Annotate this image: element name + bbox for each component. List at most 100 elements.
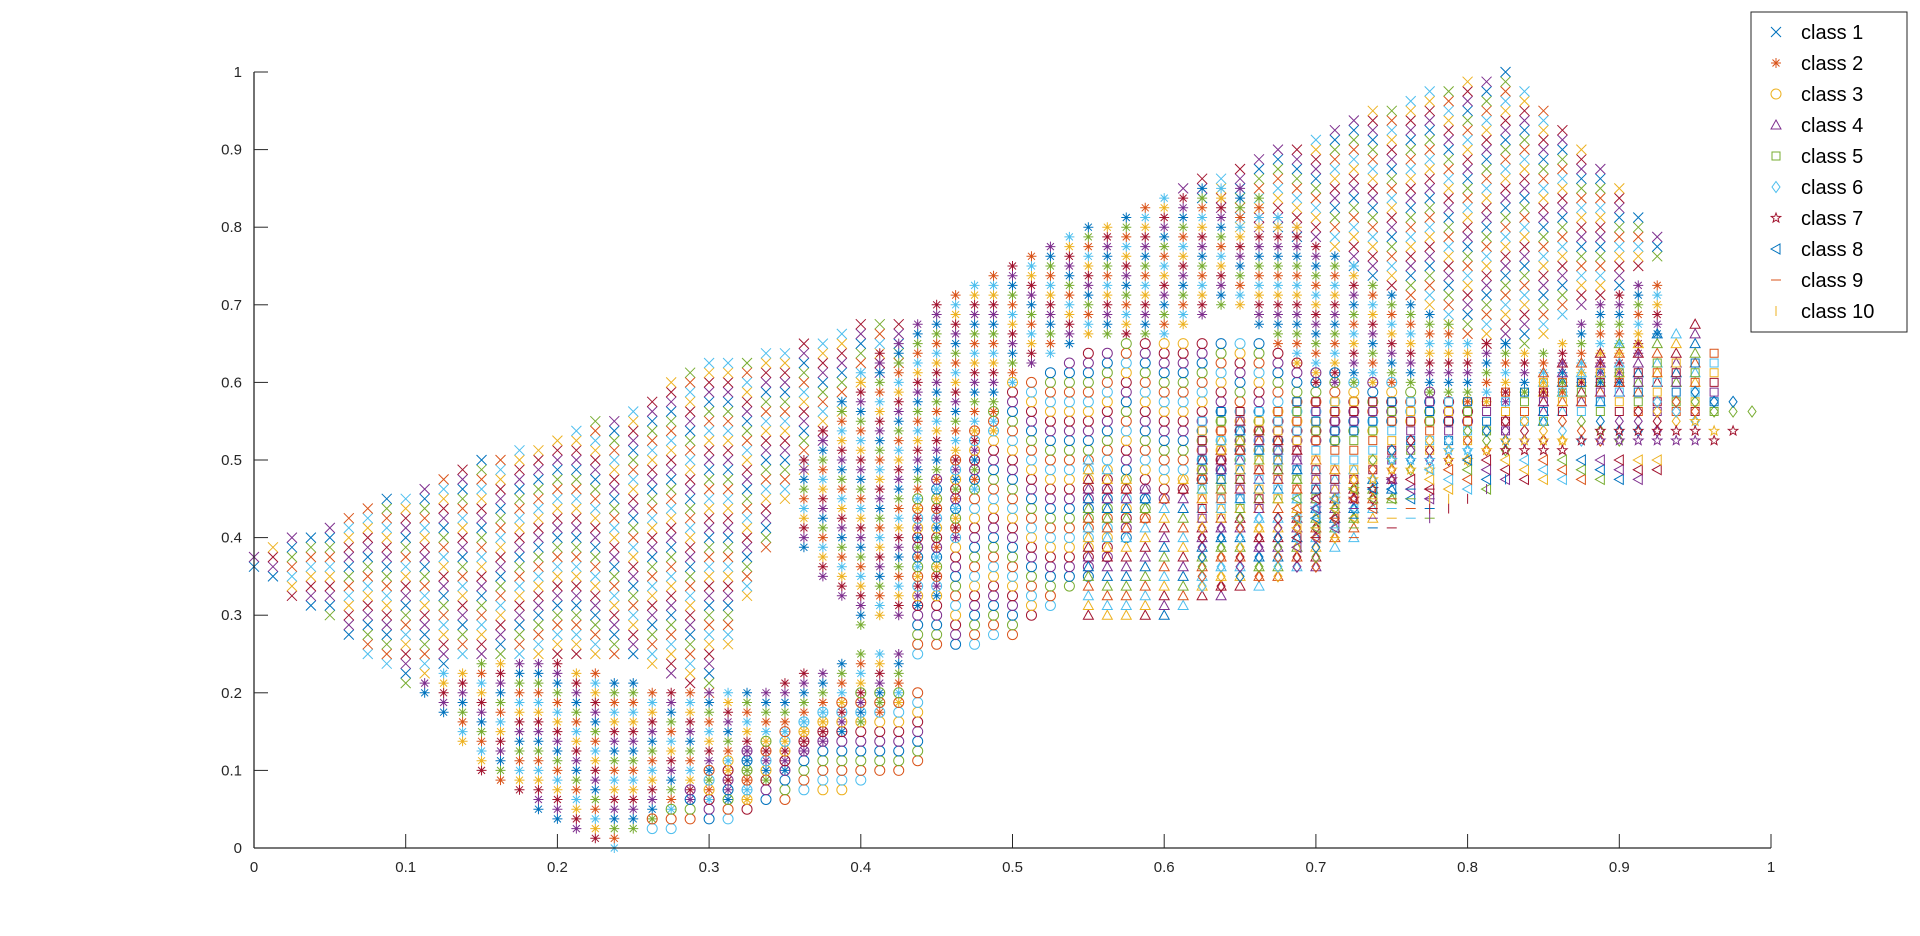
data-point: [969, 619, 981, 631]
data-point: [400, 522, 412, 534]
legend-marker-triangle-left-icon: [1769, 243, 1781, 255]
data-point: [1538, 241, 1549, 252]
data-point: [571, 707, 582, 718]
data-point: [1348, 386, 1360, 398]
data-point: [855, 687, 866, 698]
data-point: [874, 600, 885, 611]
data-point: [1158, 599, 1171, 610]
data-point: [646, 454, 658, 466]
legend-label: class 10: [1801, 301, 1874, 323]
data-point: [741, 367, 753, 379]
data-point: [476, 609, 487, 621]
data-point: [1177, 415, 1189, 427]
data-point: [1480, 473, 1492, 486]
data-point: [1254, 511, 1264, 525]
data-point: [552, 435, 563, 446]
data-point: [1273, 531, 1283, 544]
data-point: [912, 590, 923, 601]
data-point: [608, 415, 620, 427]
data-point: [760, 493, 772, 505]
data-point: [1728, 405, 1738, 418]
data-point: [1462, 173, 1473, 185]
data-point: [1272, 192, 1284, 204]
data-point: [552, 600, 563, 611]
data-point: [1063, 561, 1075, 573]
data-point: [533, 707, 544, 718]
data-point: [1330, 445, 1340, 455]
data-point: [1501, 407, 1511, 416]
data-point: [1387, 426, 1397, 436]
data-point: [1235, 521, 1245, 535]
data-point: [798, 687, 809, 698]
data-point: [627, 609, 639, 621]
data-point: [305, 571, 317, 582]
data-point: [855, 581, 866, 592]
data-point: [1537, 366, 1550, 378]
data-point: [779, 765, 790, 776]
data-point: [912, 493, 923, 504]
data-point: [1273, 570, 1283, 583]
data-point: [589, 648, 601, 660]
data-point: [1197, 455, 1207, 465]
data-point: [988, 444, 1000, 456]
data-point: [1235, 550, 1245, 564]
data-point: [836, 513, 847, 524]
data-point: [533, 609, 544, 621]
data-point: [779, 697, 790, 708]
data-point: [646, 435, 658, 446]
data-point: [1177, 560, 1190, 572]
data-point: [1120, 425, 1132, 437]
data-point: [703, 668, 715, 679]
data-point: [1007, 406, 1018, 417]
data-point: [438, 619, 449, 631]
data-point: [988, 435, 1000, 447]
data-point: [1158, 444, 1170, 456]
data-point: [1576, 289, 1587, 301]
data-point: [1007, 290, 1018, 301]
data-point: [1273, 416, 1283, 426]
data-point: [1235, 494, 1245, 504]
data-point: [438, 561, 449, 573]
data-point: [628, 804, 639, 815]
data-point: [571, 678, 582, 689]
data-point: [798, 396, 810, 408]
data-point: [1538, 367, 1549, 378]
data-point: [1461, 443, 1474, 456]
data-point: [1613, 212, 1625, 223]
data-point: [495, 541, 506, 553]
data-point: [722, 590, 734, 602]
data-point: [1481, 173, 1492, 185]
series-class-8: [1290, 454, 1662, 554]
data-point: [457, 580, 468, 592]
data-point: [1007, 464, 1018, 476]
data-point: [514, 678, 525, 689]
y-tick-label: 0.4: [221, 530, 242, 547]
data-point: [552, 571, 563, 582]
data-point: [457, 707, 468, 718]
data-point: [1367, 221, 1379, 233]
data-point: [1159, 222, 1170, 233]
data-point: [1196, 338, 1208, 350]
data-point: [798, 746, 809, 756]
data-point: [590, 775, 601, 786]
data-point: [1462, 241, 1473, 252]
data-point: [760, 735, 772, 747]
data-point: [684, 377, 696, 388]
data-point: [438, 541, 449, 553]
data-point: [1443, 396, 1455, 408]
data-point: [1215, 386, 1227, 398]
data-point: [646, 590, 658, 602]
data-point: [1519, 202, 1530, 214]
data-point: [1443, 202, 1454, 214]
data-point: [1273, 550, 1283, 564]
data-point: [950, 367, 961, 378]
data-point: [1101, 609, 1114, 620]
data-point: [1595, 309, 1606, 320]
data-point: [533, 784, 544, 795]
data-point: [779, 357, 791, 369]
data-point: [1007, 503, 1018, 514]
data-point: [495, 532, 506, 543]
data-point: [1120, 406, 1132, 417]
data-point: [798, 347, 810, 359]
data-point: [893, 455, 904, 465]
